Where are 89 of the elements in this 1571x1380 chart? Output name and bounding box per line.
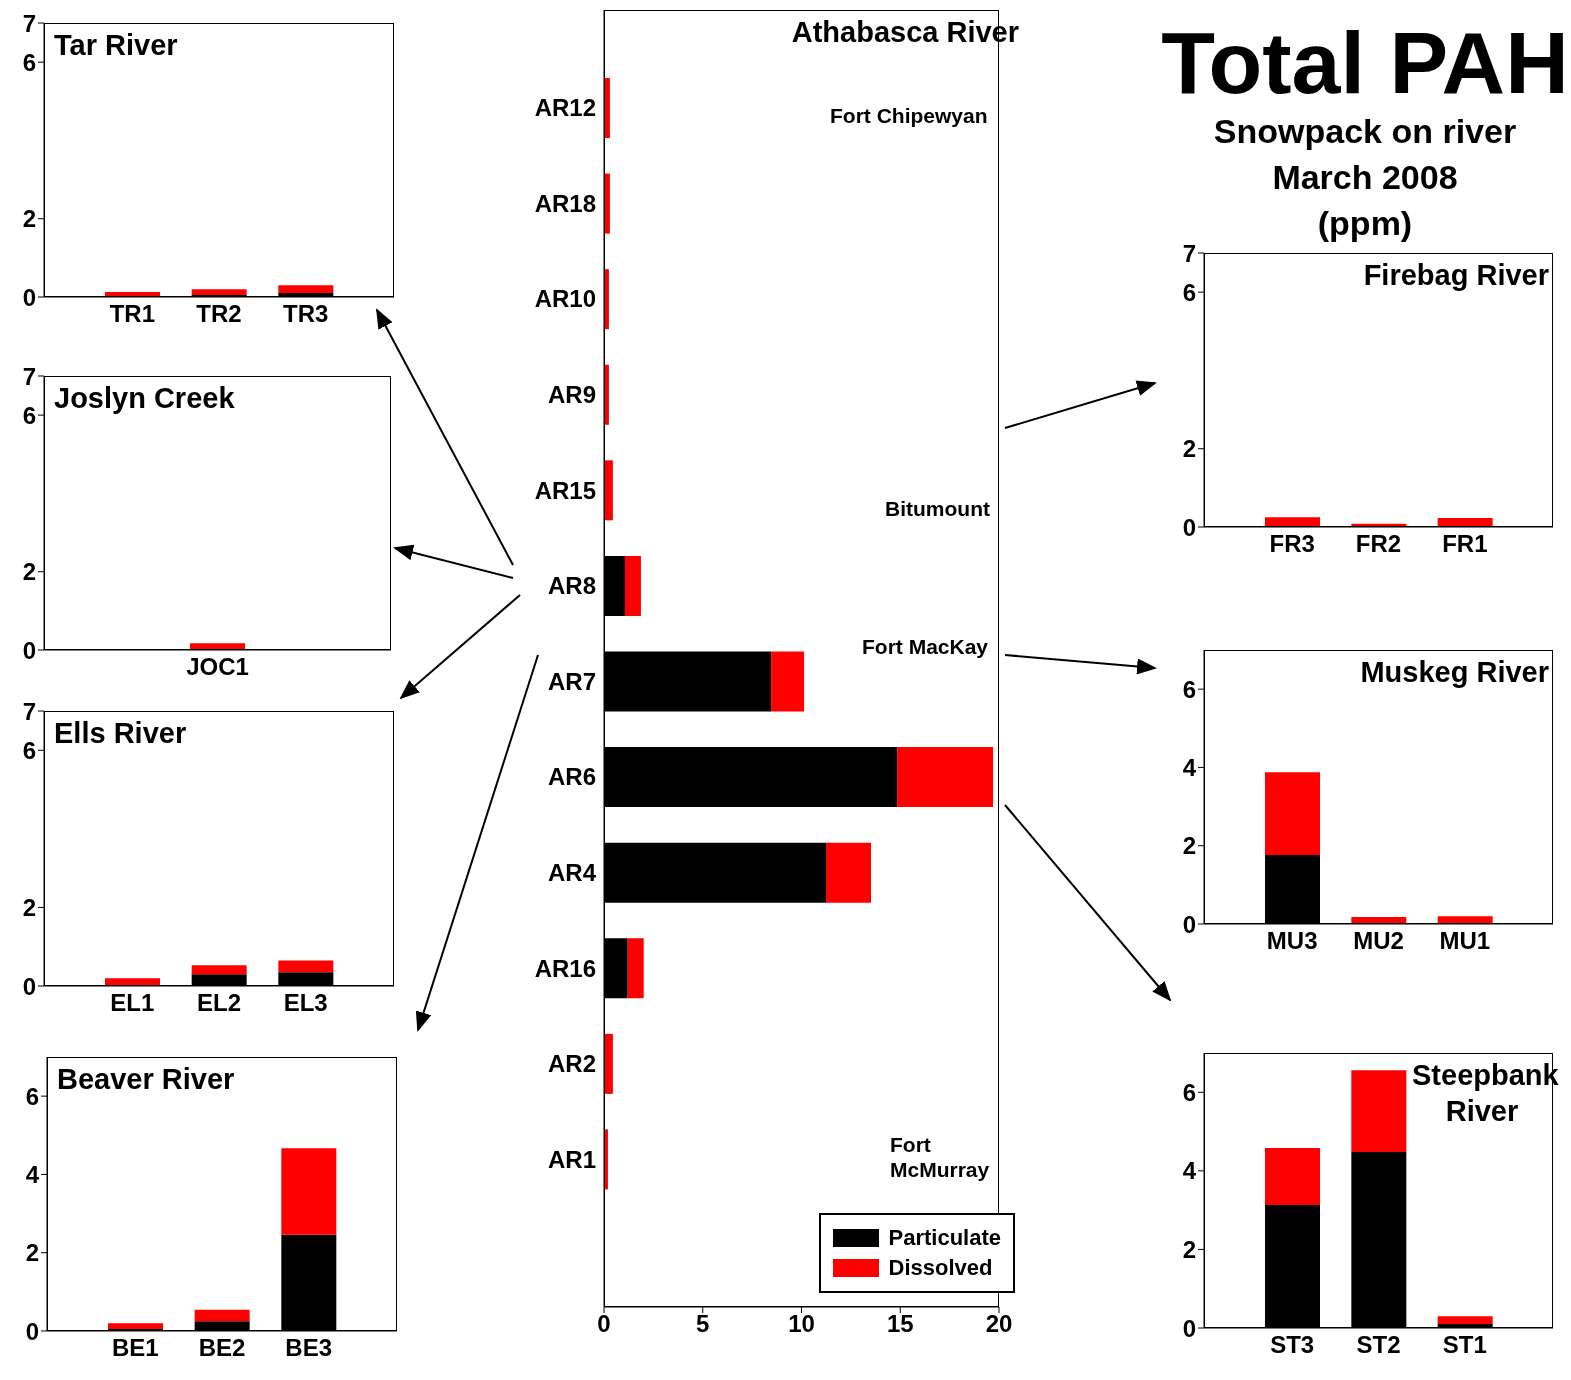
x-tick-label: MU3: [1266, 927, 1318, 955]
bar: [1351, 1070, 1407, 1152]
bar: [604, 460, 613, 521]
chart-title: Muskeg River: [1360, 655, 1549, 690]
y-tick-label: AR15: [534, 476, 596, 504]
x-tick-label: EL2: [196, 989, 242, 1017]
bar: [604, 1033, 613, 1094]
y-tick-label: 4: [25, 1160, 40, 1188]
x-tick-label: ST2: [1356, 1331, 1401, 1359]
bar: [1437, 1316, 1493, 1325]
bar: [281, 1148, 337, 1235]
y-tick-label: 7: [1182, 239, 1196, 267]
y-tick-label: 2: [1182, 832, 1196, 860]
y-tick-label: 2: [1182, 435, 1196, 463]
y-tick-label: 0: [22, 972, 36, 1000]
x-tick-label: BE3: [285, 1334, 333, 1362]
y-tick-label: 0: [22, 283, 36, 311]
legend-label: Dissolved: [888, 1254, 993, 1282]
y-tick-label: 6: [1182, 675, 1196, 703]
x-tick-label: 20: [985, 1310, 1013, 1338]
x-tick-label: TR2: [196, 300, 242, 328]
x-tick-label: 5: [696, 1310, 710, 1338]
x-tick-label: TR1: [109, 300, 156, 328]
x-tick-label: 15: [886, 1310, 914, 1338]
y-tick-label: 0: [1182, 910, 1196, 938]
y-tick-label: 2: [22, 558, 36, 586]
text: Snowpack on river March 2008 (ppm): [1213, 112, 1517, 242]
x-tick-label: BE2: [198, 1334, 246, 1362]
bar: [771, 651, 805, 712]
y-tick-label: 6: [25, 1082, 39, 1110]
x-tick-label: EL3: [283, 989, 328, 1017]
bar: [897, 747, 994, 808]
x-tick-label: TR3: [282, 300, 329, 328]
y-tick-label: 2: [22, 205, 36, 233]
y-tick-label: AR18: [534, 189, 596, 217]
y-tick-label: 6: [1182, 1078, 1196, 1106]
y-tick-label: 2: [25, 1239, 39, 1267]
x-tick-label: FR1: [1442, 530, 1488, 558]
annotation: Fort MacKay: [862, 634, 990, 659]
bar: [624, 555, 641, 616]
bar: [1265, 1148, 1320, 1206]
x-tick-label: FR2: [1355, 530, 1402, 558]
y-tick-label: 6: [22, 401, 36, 429]
x-tick-label: ST3: [1270, 1331, 1315, 1359]
annotation: Bitumount: [885, 496, 991, 521]
x-tick-label: MU2: [1353, 927, 1404, 955]
annotation: Fort Chipewyan: [830, 103, 989, 128]
chart-title: Beaver River: [57, 1062, 235, 1097]
y-tick-label: 0: [1182, 513, 1196, 541]
chart-title: Firebag River: [1363, 258, 1549, 293]
x-tick-label: JOC1: [186, 653, 249, 681]
y-tick-label: AR9: [547, 381, 596, 409]
x-tick-label: EL1: [110, 989, 155, 1017]
y-tick-label: AR12: [534, 94, 596, 122]
bar: [627, 938, 644, 999]
y-tick-label: 0: [22, 636, 36, 664]
x-tick-label: MU1: [1439, 927, 1491, 955]
bar: [108, 1323, 163, 1330]
bar: [825, 842, 872, 903]
y-tick-label: 7: [22, 362, 36, 390]
chart-title: Tar River: [54, 28, 178, 63]
y-tick-label: 4: [1182, 753, 1197, 781]
y-tick-label: AR1: [547, 1145, 596, 1173]
y-tick-label: 7: [22, 697, 36, 725]
x-tick-label: BE1: [111, 1334, 159, 1362]
y-tick-label: 7: [22, 9, 36, 37]
text: Total PAH: [1160, 13, 1570, 112]
x-tick-label: ST1: [1442, 1331, 1487, 1359]
annotation: Fort McMurray: [890, 1132, 991, 1182]
y-tick-label: 2: [22, 893, 36, 921]
y-tick-label: 6: [22, 48, 36, 76]
y-tick-label: AR4: [547, 858, 597, 886]
y-tick-label: 6: [22, 736, 36, 764]
y-tick-label: 2: [1182, 1235, 1196, 1263]
chart-title: Ells River: [54, 716, 187, 751]
y-tick-label: AR10: [534, 285, 596, 313]
bar: [194, 1309, 250, 1322]
y-tick-label: AR7: [547, 667, 596, 695]
y-tick-label: AR16: [534, 954, 596, 982]
y-tick-label: AR8: [547, 572, 596, 600]
y-tick-label: 4: [1182, 1157, 1197, 1185]
x-tick-label: 10: [788, 1310, 815, 1338]
bar: [1265, 772, 1320, 856]
y-tick-label: AR6: [547, 763, 596, 791]
y-tick-label: AR2: [547, 1050, 596, 1078]
legend-label: Particulate: [888, 1224, 1001, 1252]
x-tick-label: FR3: [1269, 530, 1315, 558]
chart-title: Joslyn Creek: [54, 381, 235, 416]
y-tick-label: 6: [1182, 278, 1196, 306]
